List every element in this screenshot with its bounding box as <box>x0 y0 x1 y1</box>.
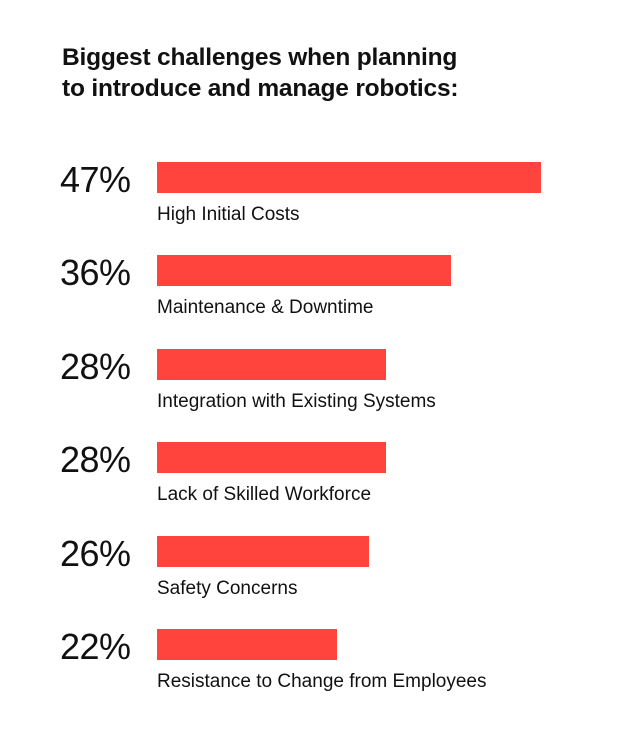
chart-title-line-1: Biggest challenges when planning <box>62 44 458 71</box>
bar <box>157 629 337 660</box>
bar <box>157 348 386 380</box>
category-label: Safety Concerns <box>157 577 298 599</box>
value-label: 26% <box>60 532 131 574</box>
bar-row: 28% Integration with Existing Systems <box>0 345 630 427</box>
category-label: Integration with Existing Systems <box>157 390 436 412</box>
chart-title: Biggest challenges when planning to intr… <box>62 42 562 104</box>
value-label: 22% <box>60 626 131 667</box>
value-label: 28% <box>60 439 131 481</box>
bar-row: 28% Lack of Skilled Workforce <box>0 440 630 520</box>
category-label: High Initial Costs <box>157 204 300 225</box>
bar-row: 36% Maintenance & Downtime <box>0 253 630 333</box>
bar <box>157 255 451 287</box>
value-label: 36% <box>60 252 131 294</box>
category-label: Resistance to Change from Employees <box>157 671 487 692</box>
category-label: Lack of Skilled Workforce <box>157 484 372 506</box>
value-label: 28% <box>60 345 131 387</box>
bar <box>157 535 369 567</box>
bar <box>157 162 541 193</box>
value-label: 47% <box>60 159 131 200</box>
bar <box>157 442 386 474</box>
category-label: Maintenance & Downtime <box>157 297 374 319</box>
bar-row: 26% Safety Concerns <box>0 532 630 614</box>
chart-title-line-2: to introduce and manage robotics: <box>62 75 459 102</box>
bar-row: 22% Resistance to Change from Employees <box>0 627 630 707</box>
bar-row: 47% High Initial Costs <box>0 160 630 240</box>
